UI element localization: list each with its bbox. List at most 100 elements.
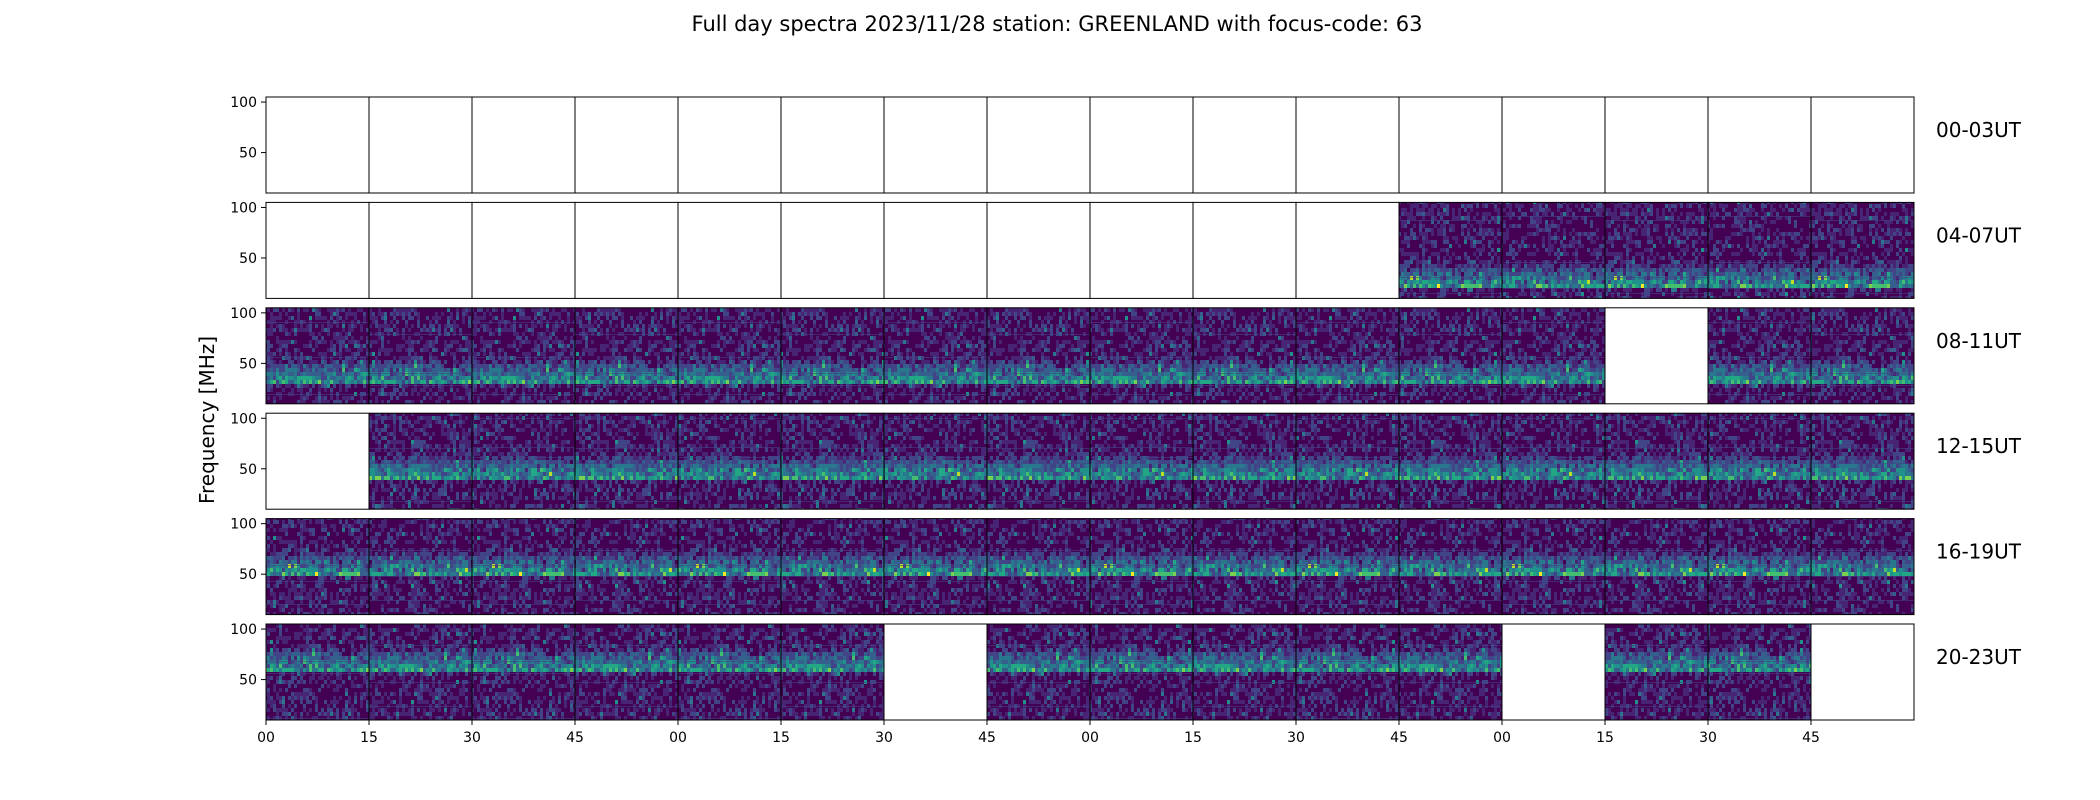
empty-panel <box>1811 97 1914 193</box>
spectrogram-panel <box>884 413 987 510</box>
empty-panel <box>884 624 987 720</box>
x-tick-label: 15 <box>1184 730 1202 746</box>
empty-panel <box>1708 97 1811 193</box>
row-label: 16-19UT <box>1936 540 2022 564</box>
empty-panel <box>987 97 1090 193</box>
row-04-07UT: 50 100 04-07UT <box>230 200 2022 299</box>
empty-panel <box>472 97 575 193</box>
spectrogram-panel <box>1399 624 1502 720</box>
spectrogram-panel <box>1090 624 1193 720</box>
spectrogram-panel <box>678 307 781 404</box>
empty-panel <box>369 97 472 193</box>
x-tick-label: 45 <box>566 730 584 746</box>
spectrogram-panel <box>1708 307 1811 404</box>
x-axis: 00 15 30 45 00 15 30 45 00 15 30 45 00 15 30 45 <box>257 720 1820 746</box>
empty-panel <box>1502 624 1605 720</box>
spectrogram-panel <box>369 307 472 404</box>
empty-panel <box>1502 97 1605 193</box>
spectrogram-panel <box>1193 518 1296 615</box>
row-label: 00-03UT <box>1936 118 2022 142</box>
empty-panel <box>266 202 369 299</box>
row-00-03UT: 50 100 00-03UT <box>230 95 2022 194</box>
row-label: 08-11UT <box>1936 329 2022 353</box>
empty-panel <box>884 97 987 193</box>
spectrogram-panel <box>1502 518 1605 615</box>
x-tick-label: 30 <box>1699 730 1717 746</box>
spectrogram-panel <box>369 413 472 510</box>
panel-frame <box>1810 307 1915 405</box>
spectrogram-panel <box>1296 624 1399 720</box>
empty-panel <box>678 97 781 193</box>
x-tick-label: 15 <box>772 730 790 746</box>
empty-panel <box>1605 307 1708 404</box>
spectrogram-panel <box>472 518 575 615</box>
spectrogram-panel <box>1193 413 1296 510</box>
row-12-15UT: 50 100 12-15UT <box>230 411 2022 510</box>
empty-panel <box>266 413 369 510</box>
spectrogram-panel <box>1296 413 1399 510</box>
empty-panel <box>575 97 678 193</box>
spectrogram-panel <box>1605 624 1708 720</box>
spectrogram-panel <box>575 624 678 720</box>
spectrogram-panel <box>678 624 781 720</box>
empty-panel <box>1296 202 1399 299</box>
spectrogram-panel <box>266 307 369 404</box>
spectrogram-panel <box>987 307 1090 404</box>
x-tick-label: 00 <box>1081 730 1099 746</box>
x-tick-label: 00 <box>1493 730 1511 746</box>
x-tick-label: 45 <box>1390 730 1408 746</box>
spectrogram-panel <box>987 518 1090 615</box>
spectrogram-panel <box>781 518 884 615</box>
spectrogram-panel <box>1193 624 1296 720</box>
spectrogram-panel <box>1090 307 1193 404</box>
empty-panel <box>1296 97 1399 193</box>
empty-panel <box>781 202 884 299</box>
spectrogram-panel <box>1811 202 1914 299</box>
spectrogram-panel <box>781 307 884 404</box>
spectrogram-panel <box>369 624 472 720</box>
y-tick-label: 100 <box>230 306 257 322</box>
spectrogram-panel <box>884 518 987 615</box>
empty-panel <box>987 202 1090 299</box>
y-tick-label: 50 <box>239 251 257 267</box>
x-tick-label: 45 <box>978 730 996 746</box>
spectrogram-panel <box>1090 413 1193 510</box>
spectrogram-panel <box>369 518 472 615</box>
row-label: 04-07UT <box>1936 223 2022 247</box>
spectrogram-panel <box>678 518 781 615</box>
panel-frame <box>1810 623 1915 721</box>
spectrogram-panel <box>1296 307 1399 404</box>
spectrogram-panel <box>987 624 1090 720</box>
spectrogram-panel <box>781 624 884 720</box>
x-tick-label: 45 <box>1802 730 1820 746</box>
spectrogram-panel <box>1708 518 1811 615</box>
empty-panel <box>781 97 884 193</box>
empty-panel <box>369 202 472 299</box>
empty-panel <box>1193 202 1296 299</box>
spectrogram-panel <box>987 413 1090 510</box>
spectrogram-panel <box>1399 413 1502 510</box>
y-tick-label: 50 <box>239 462 257 478</box>
x-tick-label: 00 <box>669 730 687 746</box>
y-tick-label: 100 <box>230 411 257 427</box>
empty-panel <box>1090 202 1193 299</box>
empty-panel <box>472 202 575 299</box>
spectrogram-panel <box>1708 413 1811 510</box>
y-tick-label: 100 <box>230 95 257 111</box>
x-tick-label: 30 <box>1287 730 1305 746</box>
spectrogram-panel <box>1502 202 1605 299</box>
row-20-23UT: 50 100 20-23UT <box>230 622 2022 721</box>
row-08-11UT: 50 100 08-11UT <box>230 306 2022 405</box>
spectrogram-panel <box>1605 413 1708 510</box>
spectrogram-panel <box>1708 202 1811 299</box>
spectrogram-panel <box>1399 518 1502 615</box>
x-tick-label: 30 <box>463 730 481 746</box>
spectrogram-panel <box>472 413 575 510</box>
empty-panel <box>1811 624 1914 720</box>
y-tick-label: 50 <box>239 567 257 583</box>
spectrogram-panel <box>884 307 987 404</box>
x-tick-label: 15 <box>1596 730 1614 746</box>
panel-frame <box>1810 96 1915 194</box>
spectrogram-panel <box>1090 518 1193 615</box>
spectrogram-panel <box>575 307 678 404</box>
